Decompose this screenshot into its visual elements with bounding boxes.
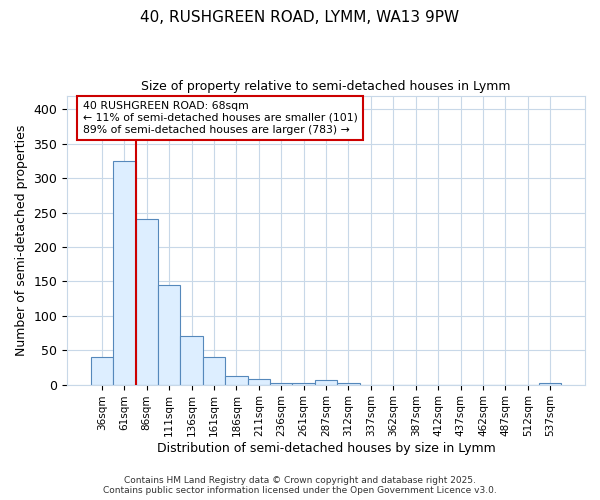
Text: 40, RUSHGREEN ROAD, LYMM, WA13 9PW: 40, RUSHGREEN ROAD, LYMM, WA13 9PW: [140, 10, 460, 25]
X-axis label: Distribution of semi-detached houses by size in Lymm: Distribution of semi-detached houses by …: [157, 442, 496, 455]
Bar: [337, 382, 360, 384]
Bar: [181, 336, 203, 384]
Bar: [136, 220, 158, 384]
Bar: [225, 376, 248, 384]
Title: Size of property relative to semi-detached houses in Lymm: Size of property relative to semi-detach…: [142, 80, 511, 93]
Text: 40 RUSHGREEN ROAD: 68sqm
← 11% of semi-detached houses are smaller (101)
89% of : 40 RUSHGREEN ROAD: 68sqm ← 11% of semi-d…: [83, 102, 358, 134]
Bar: [270, 382, 292, 384]
Bar: [248, 379, 270, 384]
Bar: [158, 285, 181, 384]
Bar: [113, 161, 136, 384]
Y-axis label: Number of semi-detached properties: Number of semi-detached properties: [15, 124, 28, 356]
Bar: [539, 383, 562, 384]
Bar: [91, 357, 113, 384]
Text: Contains HM Land Registry data © Crown copyright and database right 2025.
Contai: Contains HM Land Registry data © Crown c…: [103, 476, 497, 495]
Bar: [292, 382, 315, 384]
Bar: [315, 380, 337, 384]
Bar: [203, 357, 225, 384]
